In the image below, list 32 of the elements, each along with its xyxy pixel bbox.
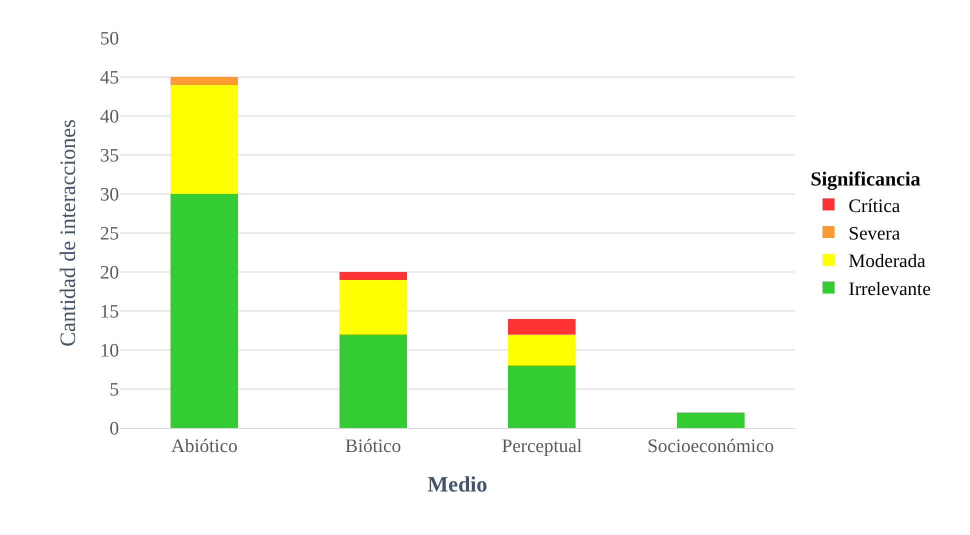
y-tick-label: 15: [100, 302, 119, 323]
bar: [508, 334, 576, 366]
y-tick-label: 5: [110, 380, 119, 401]
x-tick-label: Abiótico: [171, 436, 238, 457]
x-axis-title: Medio: [428, 472, 488, 497]
bar: [339, 334, 407, 428]
legend-label: Moderada: [848, 251, 926, 272]
y-tick-label: 30: [100, 184, 119, 206]
y-tick-label: 0: [110, 418, 119, 440]
bar: [508, 318, 576, 334]
y-tick-label: 35: [100, 146, 119, 167]
bar: [170, 194, 238, 428]
y-tick-label: 50: [100, 28, 119, 50]
legend-label: Severa: [848, 223, 901, 244]
y-tick-label: 25: [100, 224, 119, 245]
legend-label: Irrelevante: [848, 278, 931, 300]
bar: [676, 412, 744, 428]
legend-label: Crítica: [848, 196, 901, 217]
bar: [339, 280, 407, 334]
x-tick-label: Perceptual: [502, 436, 582, 457]
bar: [170, 84, 238, 194]
bar: [508, 366, 576, 428]
y-tick-label: 10: [100, 340, 119, 362]
y-tick-label: 20: [100, 262, 119, 284]
bar: [339, 272, 407, 280]
x-tick-label: Biótico: [345, 436, 402, 457]
y-axis-title: Cantidad de interacciones: [54, 119, 80, 347]
bar: [170, 77, 238, 85]
x-tick-label: Socioeconómico: [647, 436, 774, 457]
y-tick-label: 40: [100, 106, 119, 128]
legend-title: Significancia: [810, 168, 921, 190]
y-tick-label: 45: [100, 68, 119, 89]
